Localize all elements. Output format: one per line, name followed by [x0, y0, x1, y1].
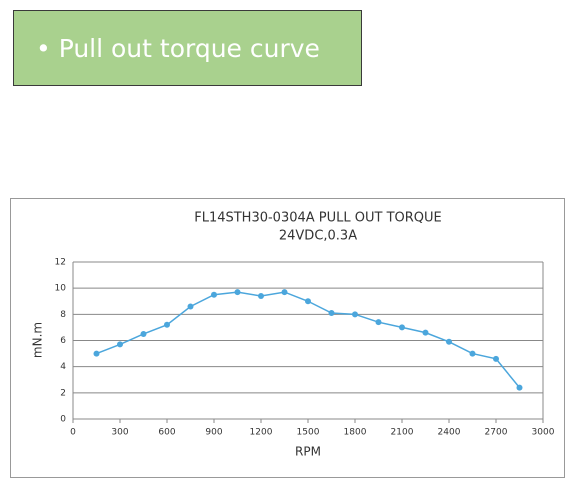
data-point [140, 330, 147, 337]
header-box: • Pull out torque curve [13, 10, 362, 86]
y-tick-label: 2 [60, 388, 66, 398]
data-line [96, 291, 521, 389]
x-tick-label: 2700 [485, 428, 508, 438]
data-point [117, 341, 123, 348]
data-point [469, 350, 476, 357]
x-tick-label: 600 [158, 428, 175, 438]
y-tick-label: 10 [55, 284, 67, 294]
x-tick-label: 900 [205, 428, 222, 438]
chart-subtitle: 24VDC,0.3A [279, 229, 357, 244]
data-point [258, 293, 264, 300]
x-tick-label: 3000 [532, 428, 555, 438]
data-point [187, 303, 194, 310]
y-tick-label: 12 [55, 258, 66, 268]
data-point [93, 350, 100, 357]
data-point [281, 289, 288, 296]
y-axis-label: mN.m [31, 322, 45, 358]
y-tick-label: 4 [60, 362, 66, 372]
x-tick-label: 2400 [438, 428, 461, 438]
data-point [422, 329, 429, 336]
data-point [446, 338, 452, 345]
data-point [352, 311, 358, 318]
data-point [493, 355, 499, 362]
x-axis-label: RPM [295, 445, 321, 459]
chart-frame [10, 198, 565, 478]
data-point [516, 384, 523, 391]
data-point [328, 310, 335, 317]
y-tick-label: 8 [60, 310, 66, 320]
y-tick-label: 6 [60, 336, 66, 346]
x-tick-label: 300 [111, 428, 128, 438]
x-tick-label: 1200 [250, 428, 273, 438]
x-tick-label: 2100 [391, 428, 414, 438]
data-point [305, 298, 311, 305]
data-point [234, 289, 241, 296]
data-point [375, 319, 382, 326]
y-tick-label: 0 [60, 415, 66, 425]
chart-title: FL14STH30-0304A PULL OUT TORQUE [194, 211, 442, 226]
data-point [211, 291, 217, 298]
x-tick-label: 0 [70, 428, 76, 438]
data-point [164, 321, 170, 328]
data-point [399, 324, 405, 331]
x-tick-label: 1800 [344, 428, 367, 438]
x-tick-label: 1500 [297, 428, 320, 438]
